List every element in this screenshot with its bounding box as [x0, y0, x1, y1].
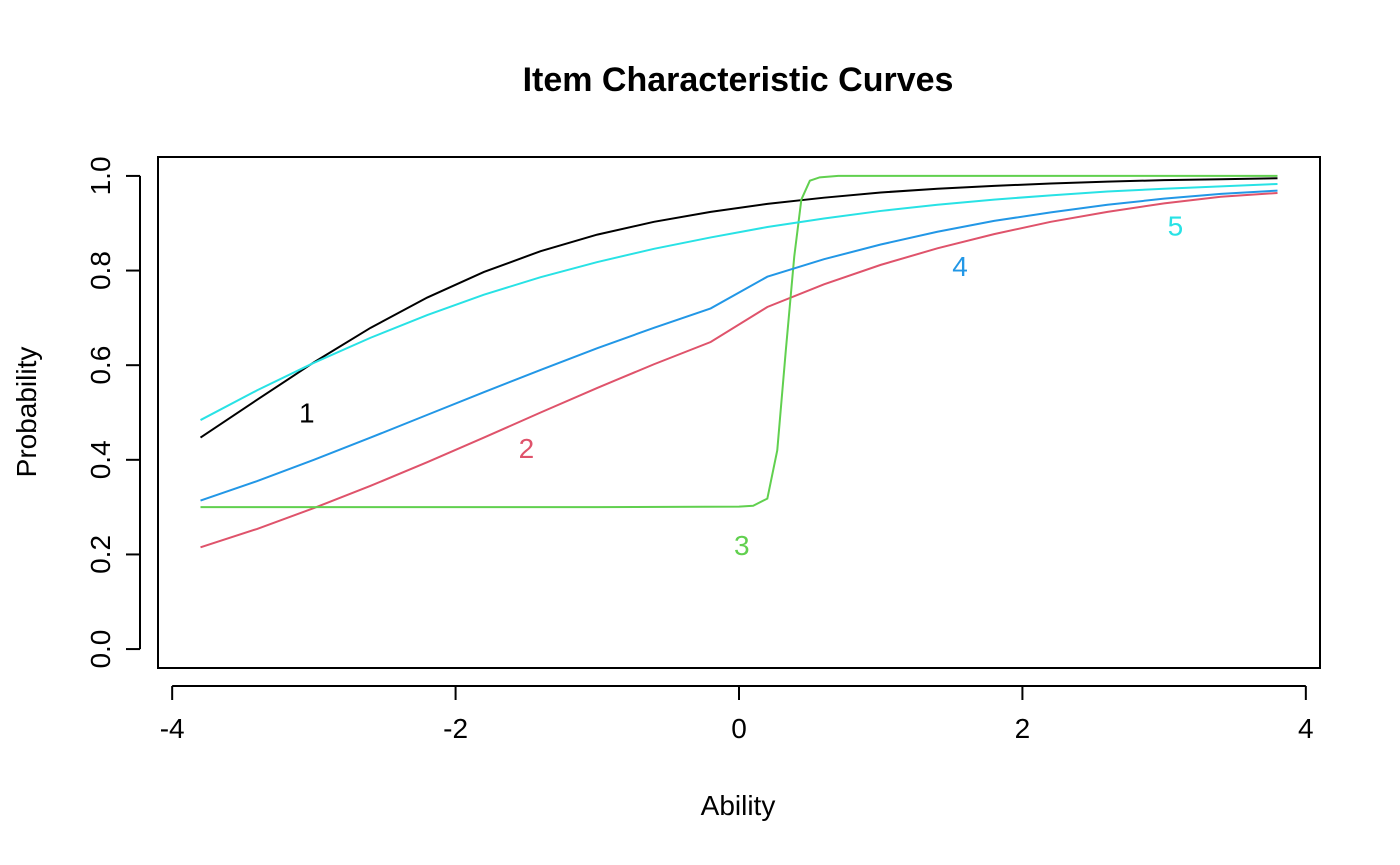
curve-label-2: 2 — [519, 433, 535, 464]
chart-title: Item Characteristic Curves — [523, 61, 954, 99]
curve-item-5 — [200, 182, 1278, 421]
y-tick-label: 0.6 — [85, 346, 116, 385]
curve-label-3: 3 — [734, 530, 750, 561]
x-tick-label: 4 — [1298, 713, 1314, 744]
y-tick-label: 0.0 — [85, 630, 116, 669]
y-tick-label: 0.4 — [85, 440, 116, 479]
curve-item-3 — [200, 174, 1278, 509]
x-tick-label: -2 — [443, 713, 468, 744]
y-tick-label: 0.2 — [85, 535, 116, 574]
y-tick-label: 0.8 — [85, 251, 116, 290]
x-tick-label: -4 — [160, 713, 185, 744]
curves-group — [199, 174, 1278, 549]
curve-labels-group: 1 2 3 4 5 — [299, 211, 1183, 561]
curve-label-4: 4 — [952, 251, 968, 282]
x-tick-label: 0 — [731, 713, 747, 744]
x-axis-label: Ability — [701, 790, 776, 821]
curve-item-1 — [199, 177, 1278, 439]
x-tick-label: 2 — [1015, 713, 1031, 744]
curve-item-4 — [200, 189, 1278, 502]
plot-frame — [157, 156, 1321, 669]
x-axis: -4 -2 0 2 4 — [160, 685, 1314, 744]
y-axis-label: Probability — [11, 347, 42, 478]
y-tick-label: 1.0 — [85, 156, 116, 195]
curve-label-1: 1 — [299, 398, 315, 429]
curve-item-2 — [200, 191, 1278, 549]
y-axis: 0.0 0.2 0.4 0.6 0.8 1.0 — [85, 156, 141, 669]
curve-label-5: 5 — [1168, 211, 1184, 242]
